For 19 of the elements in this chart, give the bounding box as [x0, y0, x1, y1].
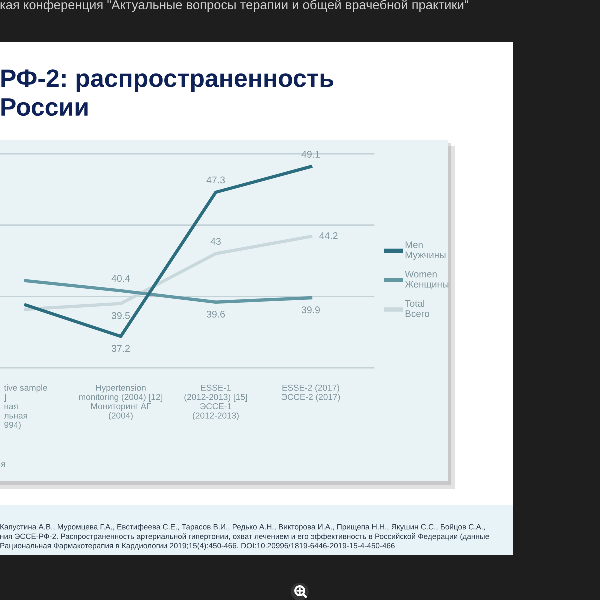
x-tick-label: tive sample ] ная льная 994)	[4, 384, 48, 430]
chart-title: РФ-2: распространенность России	[2, 70, 334, 116]
data-label: 47.3	[206, 176, 226, 184]
data-label: 39.9	[302, 306, 320, 314]
data-label: 40.4	[112, 275, 130, 282]
data-label: 44.2	[320, 232, 338, 240]
legend-label: Total Всего	[405, 300, 430, 318]
data-label: 39.5	[112, 312, 130, 320]
data-label: 39.6	[206, 310, 226, 318]
data-label: 37.2	[112, 345, 130, 352]
legend-label: Women Женщины	[405, 271, 449, 290]
x-tick-label: ESSE-2 (2017) ЭССЕ-2 (2017)	[282, 384, 340, 402]
text: я	[1, 462, 6, 468]
x-tick-label: Hypertension monitoring (2004) [12] Мониторинг АГ (2004)	[79, 384, 163, 421]
x-tick-label: ESSE-1 (2012-2013) [15] ЭССЕ-1 (2012-2013)	[184, 384, 248, 421]
legend-label: Men Мужчины	[406, 242, 446, 260]
data-label: 49.1	[302, 151, 320, 158]
text: кая конференция "Актуальные вопросы терапии и общей врачебной практики"	[0, 0, 468, 12]
data-label: 43	[210, 238, 221, 245]
